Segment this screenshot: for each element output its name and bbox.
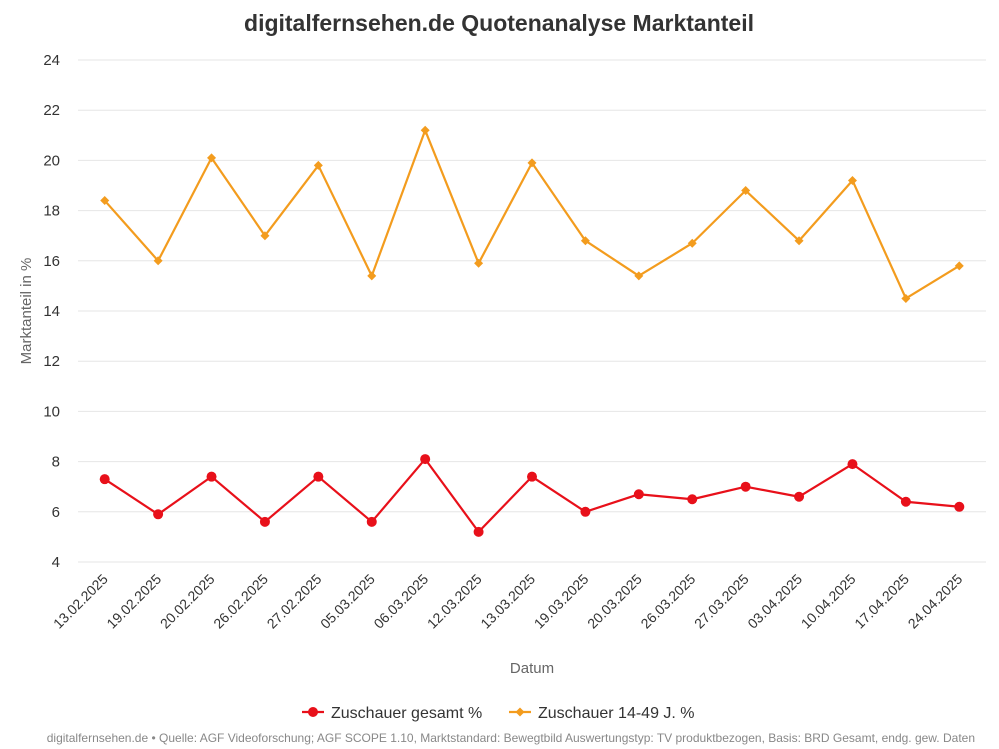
y-axis-ticks: 4 6 8 10 12 14 16 18 20 22 24 [43, 52, 60, 571]
x-tick-label: 05.03.2025 [317, 571, 378, 632]
data-point[interactable] [100, 196, 110, 206]
legend-label: Zuschauer gesamt % [331, 705, 482, 722]
legend-item[interactable]: Zuschauer gesamt % [302, 705, 482, 722]
legend-label: Zuschauer 14-49 J. % [538, 705, 695, 722]
data-point[interactable] [633, 489, 644, 500]
x-tick-label: 13.02.2025 [50, 571, 111, 632]
data-point[interactable] [741, 186, 751, 196]
data-point[interactable] [474, 258, 484, 268]
y-tick-label: 4 [52, 554, 60, 571]
data-point[interactable] [473, 526, 484, 537]
x-tick-label: 10.04.2025 [798, 571, 859, 632]
legend-item[interactable]: Zuschauer 14-49 J. % [509, 705, 695, 722]
x-tick-label: 19.02.2025 [103, 571, 164, 632]
x-tick-label: 20.03.2025 [584, 571, 645, 632]
x-tick-label: 12.03.2025 [424, 571, 485, 632]
x-tick-label: 17.04.2025 [851, 571, 912, 632]
y-tick-label: 6 [52, 504, 60, 521]
y-axis-label: Marktanteil in % [18, 258, 35, 365]
y-tick-label: 24 [43, 52, 60, 69]
data-point[interactable] [847, 175, 857, 185]
legend[interactable]: Zuschauer gesamt % Zuschauer 14-49 J. % [302, 705, 695, 722]
data-point[interactable] [420, 454, 431, 465]
y-tick-label: 8 [52, 454, 60, 471]
x-axis-label: Datum [510, 660, 554, 677]
series-line [104, 457, 960, 533]
data-point[interactable] [794, 491, 805, 502]
data-point[interactable] [259, 516, 270, 527]
series-line [103, 129, 960, 300]
data-point[interactable] [954, 261, 964, 271]
chart-title: digitalfernsehen.de Quotenanalyse Markta… [244, 10, 754, 36]
data-point[interactable] [260, 231, 270, 241]
data-point[interactable] [580, 506, 591, 517]
data-point[interactable] [367, 271, 377, 281]
x-tick-label: 26.03.2025 [637, 571, 698, 632]
x-tick-label: 03.04.2025 [744, 571, 805, 632]
x-axis-ticks: 13.02.202519.02.202520.02.202526.02.2025… [50, 571, 966, 632]
data-point[interactable] [954, 501, 965, 512]
data-point[interactable] [207, 153, 217, 163]
data-point[interactable] [99, 474, 110, 485]
data-point[interactable] [313, 160, 323, 170]
series-2 [100, 125, 964, 303]
data-point[interactable] [847, 459, 858, 470]
x-tick-label: 27.03.2025 [691, 571, 752, 632]
data-point[interactable] [527, 158, 537, 168]
data-point[interactable] [900, 496, 911, 507]
data-point[interactable] [206, 471, 217, 482]
data-point[interactable] [740, 481, 751, 492]
data-point[interactable] [901, 293, 911, 303]
x-tick-label: 27.02.2025 [264, 571, 325, 632]
data-point[interactable] [687, 494, 698, 505]
y-tick-label: 22 [43, 102, 60, 119]
legend-marker [515, 707, 525, 717]
series-1 [99, 454, 965, 537]
data-point[interactable] [420, 125, 430, 135]
x-tick-label: 19.03.2025 [531, 571, 592, 632]
x-tick-label: 13.03.2025 [477, 571, 538, 632]
x-tick-label: 06.03.2025 [370, 571, 431, 632]
y-tick-label: 10 [43, 403, 60, 420]
data-point[interactable] [794, 236, 804, 246]
data-point[interactable] [153, 509, 164, 520]
y-tick-label: 16 [43, 253, 60, 270]
series-layer [99, 125, 965, 537]
data-point[interactable] [527, 471, 537, 482]
x-tick-label: 20.02.2025 [157, 571, 218, 632]
data-point[interactable] [687, 238, 697, 248]
data-point[interactable] [634, 271, 644, 281]
data-point[interactable] [580, 236, 590, 246]
y-tick-label: 14 [43, 303, 60, 320]
data-point[interactable] [313, 471, 324, 482]
data-point[interactable] [153, 256, 163, 266]
y-tick-label: 20 [43, 152, 60, 169]
legend-marker [308, 707, 318, 717]
source-note: digitalfernsehen.de • Quelle: AGF Videof… [47, 731, 975, 745]
x-tick-label: 26.02.2025 [210, 571, 271, 632]
y-tick-label: 12 [43, 353, 60, 370]
x-tick-label: 24.04.2025 [905, 571, 966, 632]
grid [78, 59, 986, 563]
data-point[interactable] [366, 516, 377, 527]
y-tick-label: 18 [43, 203, 60, 220]
